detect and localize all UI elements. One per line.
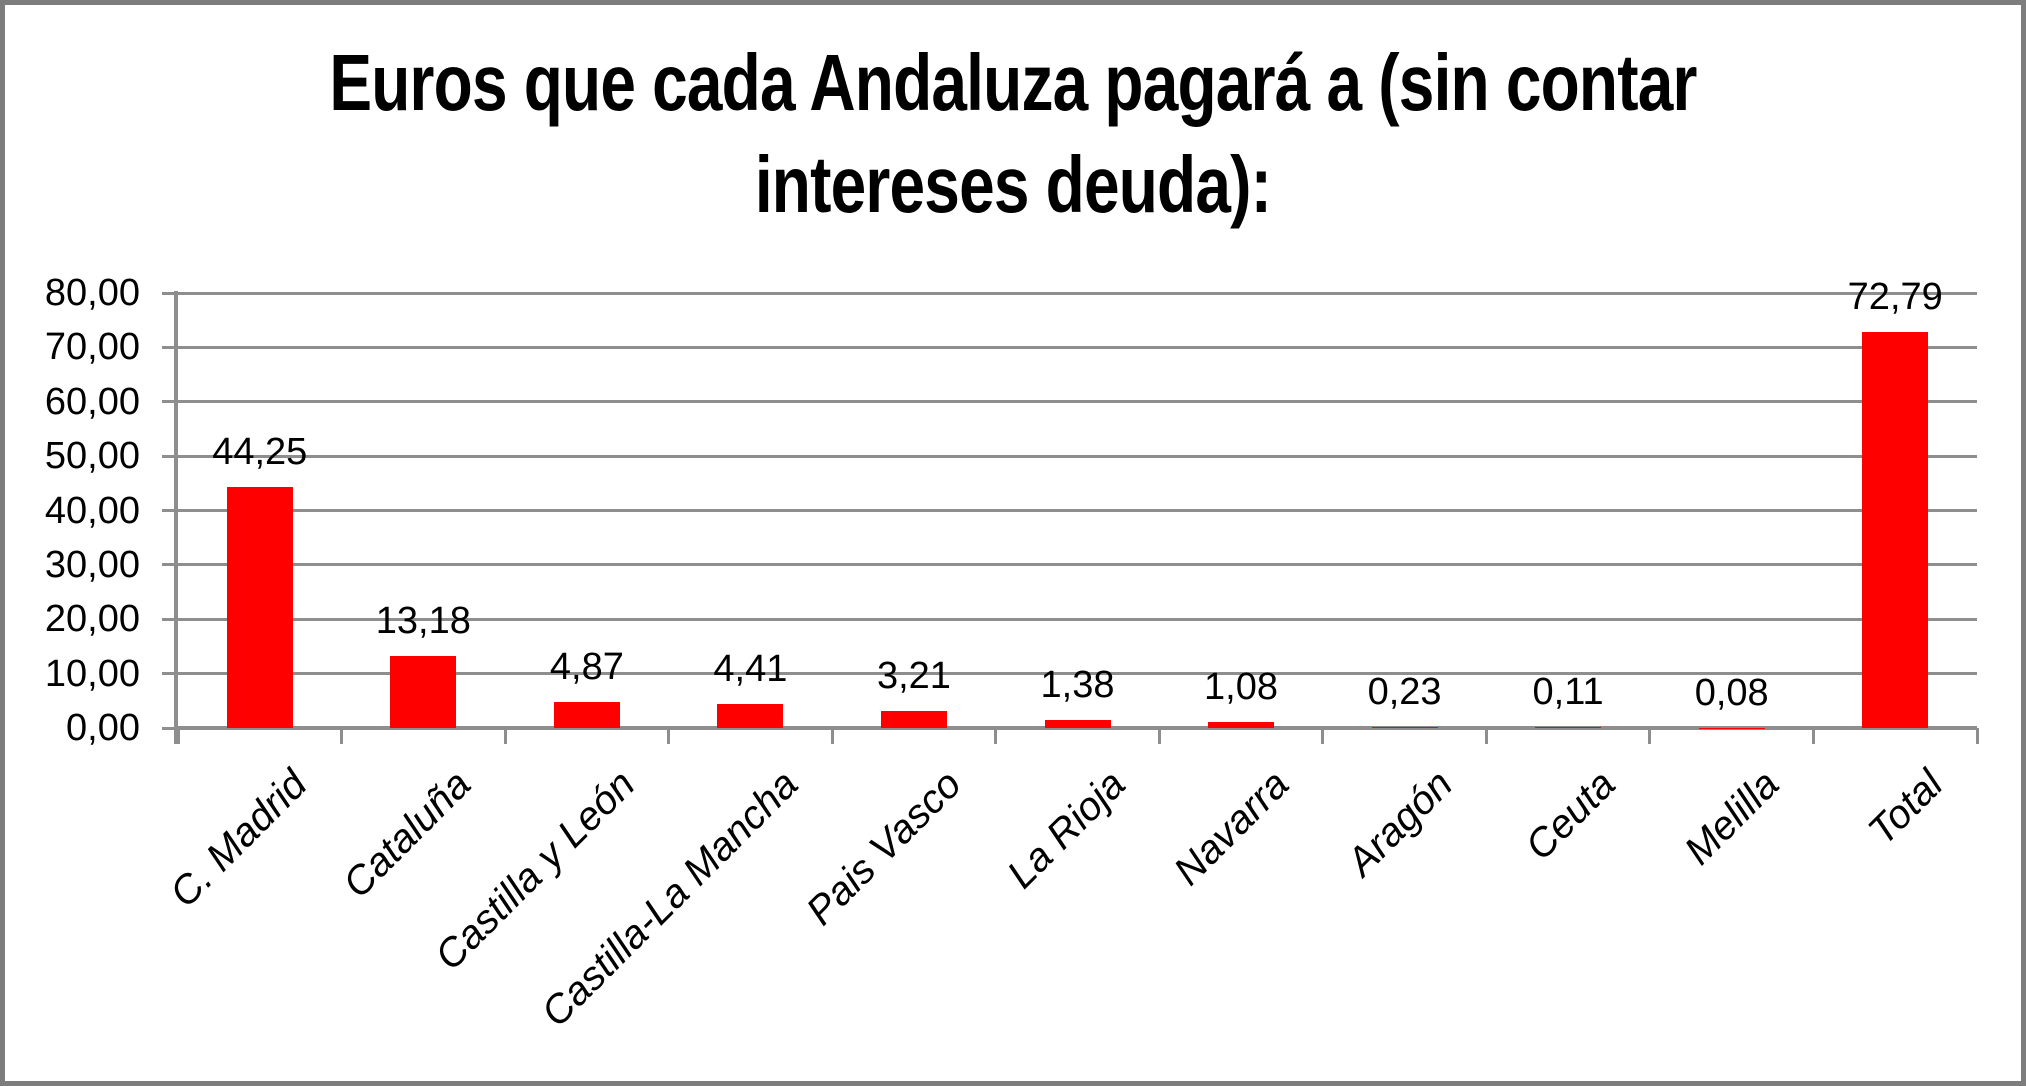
y-axis-tick (162, 563, 178, 567)
x-category-label-total: Total (1859, 762, 1952, 854)
bar-castilla-la-mancha (717, 704, 784, 728)
x-axis-tick (830, 728, 834, 744)
value-label-total: 72,79 (1847, 276, 1943, 319)
y-axis-tick (162, 726, 178, 730)
chart-title-line-2: intereses deuda): (754, 140, 1272, 229)
value-label-cataluna: 13,18 (375, 600, 471, 643)
x-category-label-cataluna: Cataluña (335, 762, 480, 907)
bar-la-rioja (1044, 720, 1111, 728)
gridline (178, 509, 1977, 512)
x-category-label-c-madrid: C. Madrid (162, 762, 316, 916)
x-axis-tick (1321, 728, 1325, 744)
x-axis-tick (176, 728, 180, 744)
x-category-label-melilla: Melilla (1676, 762, 1788, 874)
y-tick-label: 60,00 (44, 380, 140, 423)
y-tick-label: 80,00 (44, 272, 140, 314)
gridline (178, 617, 1977, 621)
x-category-label-la-rioja: La Rioja (998, 762, 1134, 897)
y-axis-tick (162, 454, 178, 458)
y-tick-label: 10,00 (44, 652, 140, 695)
x-axis-tick (1648, 728, 1652, 744)
bar-cataluna (390, 656, 457, 728)
gridline (178, 672, 1977, 676)
value-label-navarra: 1,08 (1204, 666, 1279, 709)
value-label-castilla-y-leon: 4,87 (549, 645, 624, 688)
y-axis-tick (162, 509, 178, 512)
x-axis-tick (994, 728, 998, 744)
gridline (178, 291, 1977, 295)
x-axis-tick (1975, 728, 1979, 744)
y-axis-tick (162, 672, 178, 676)
y-tick-label: 50,00 (44, 435, 140, 478)
value-label-melilla: 0,08 (1694, 671, 1769, 714)
value-label-castilla-la-mancha: 4,41 (713, 648, 788, 691)
bar-total (1862, 332, 1929, 728)
x-category-label-pais-vasco: Pais Vasco (798, 762, 971, 934)
gridline (178, 345, 1977, 349)
y-axis-line (174, 291, 178, 744)
x-category-label-ceuta: Ceuta (1517, 762, 1625, 869)
bar-pais-vasco (880, 710, 947, 728)
x-category-label-navarra: Navarra (1165, 762, 1298, 894)
bar-ceuta (1535, 727, 1602, 728)
chart-title-line-1: Euros que cada Andaluza pagará a (sin co… (329, 38, 1697, 127)
x-axis-tick (1484, 728, 1488, 744)
y-tick-label: 20,00 (44, 598, 140, 641)
bar-castilla-y-leon (553, 701, 620, 728)
value-label-pais-vasco: 3,21 (876, 654, 951, 697)
x-axis-tick (503, 728, 507, 744)
y-tick-label: 70,00 (44, 326, 140, 369)
x-axis-tick (1811, 728, 1815, 744)
value-label-ceuta: 0,11 (1532, 671, 1604, 714)
y-tick-label: 40,00 (44, 489, 140, 532)
x-axis-line (178, 726, 1977, 730)
gridline (178, 454, 1977, 458)
value-label-c-madrid: 44,25 (212, 431, 308, 474)
value-label-la-rioja: 1,38 (1040, 664, 1115, 707)
value-label-aragon: 0,23 (1367, 670, 1442, 713)
x-axis-tick (1157, 728, 1161, 744)
y-axis-tick (162, 291, 178, 295)
bar-aragon (1371, 726, 1438, 728)
y-axis-tick (162, 345, 178, 349)
y-axis-tick (162, 617, 178, 621)
bar-c-madrid (226, 487, 293, 728)
x-category-label-aragon: Aragón (1338, 762, 1461, 885)
bar-navarra (1208, 722, 1275, 728)
x-axis-tick (667, 728, 671, 744)
gridline (178, 400, 1977, 404)
x-axis-tick (340, 728, 344, 744)
gridline (178, 563, 1977, 567)
y-tick-label: 30,00 (44, 543, 140, 586)
y-tick-label: 0,00 (66, 707, 140, 749)
y-axis-tick (162, 400, 178, 404)
chart-title: Euros que cada Andaluza pagará a (sin co… (0, 32, 2026, 236)
